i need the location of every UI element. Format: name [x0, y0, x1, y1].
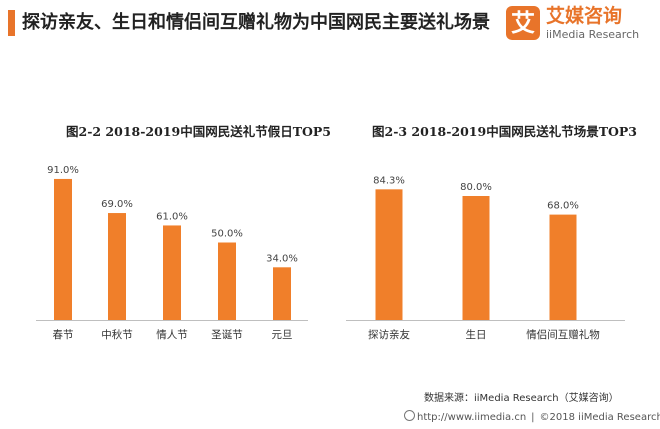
data-source: 数据来源：iiMedia Research（艾媒咨询）: [424, 393, 619, 404]
bar: [163, 225, 181, 320]
bar: [108, 213, 126, 320]
tick-label: 元旦: [272, 329, 293, 341]
bar: [462, 196, 490, 320]
footer: http://www.iimedia.cn | ©2018 iiMedia Rese…: [404, 410, 660, 423]
bar: [549, 214, 577, 320]
tick-label: 生日: [466, 328, 487, 341]
logo-mark: 艾: [506, 6, 540, 40]
tick-label: 中秋节: [101, 328, 133, 341]
bar: [218, 242, 236, 320]
logo-name-en: iiMedia Research: [546, 28, 640, 41]
page-title: 探访亲友、生日和情侣间互赠礼物为中国网民主要送礼场景: [22, 12, 490, 33]
tick-label: 探访亲友: [368, 328, 410, 341]
tick-label: 情人节: [156, 328, 188, 341]
bar: [54, 178, 72, 320]
globe-icon: [404, 410, 415, 421]
tick-label: 春节: [53, 329, 74, 341]
data-label: 61.0%: [156, 211, 188, 222]
data-label: 69.0%: [101, 199, 133, 210]
footer-copyright: ©2018 iiMedia Research Inc: [539, 412, 660, 423]
footer-url: http://www.iimedia.cn: [417, 412, 527, 423]
chart-title-scenarios: 图2-3 2018-2019中国网民送礼节场景TOP3: [372, 124, 637, 139]
title-accent-bar: [8, 10, 15, 36]
data-label: 34.0%: [266, 253, 298, 264]
footer-separator: |: [531, 412, 535, 423]
bar: [273, 267, 291, 320]
logo: 艾 艾媒咨询 iiMedia Research: [506, 4, 656, 46]
data-label: 80.0%: [460, 182, 492, 193]
data-label: 91.0%: [47, 165, 79, 176]
data-label: 84.3%: [373, 175, 405, 186]
logo-name-cn: 艾媒咨询: [546, 5, 623, 27]
data-label: 68.0%: [547, 201, 579, 212]
chart-title-holidays: 图2-2 2018-2019中国网民送礼节假日TOP5: [66, 124, 331, 139]
bar: [375, 189, 403, 320]
tick-label: 情侣间互赠礼物: [526, 328, 600, 341]
tick-label: 圣诞节: [211, 328, 243, 341]
data-label: 50.0%: [211, 229, 243, 240]
